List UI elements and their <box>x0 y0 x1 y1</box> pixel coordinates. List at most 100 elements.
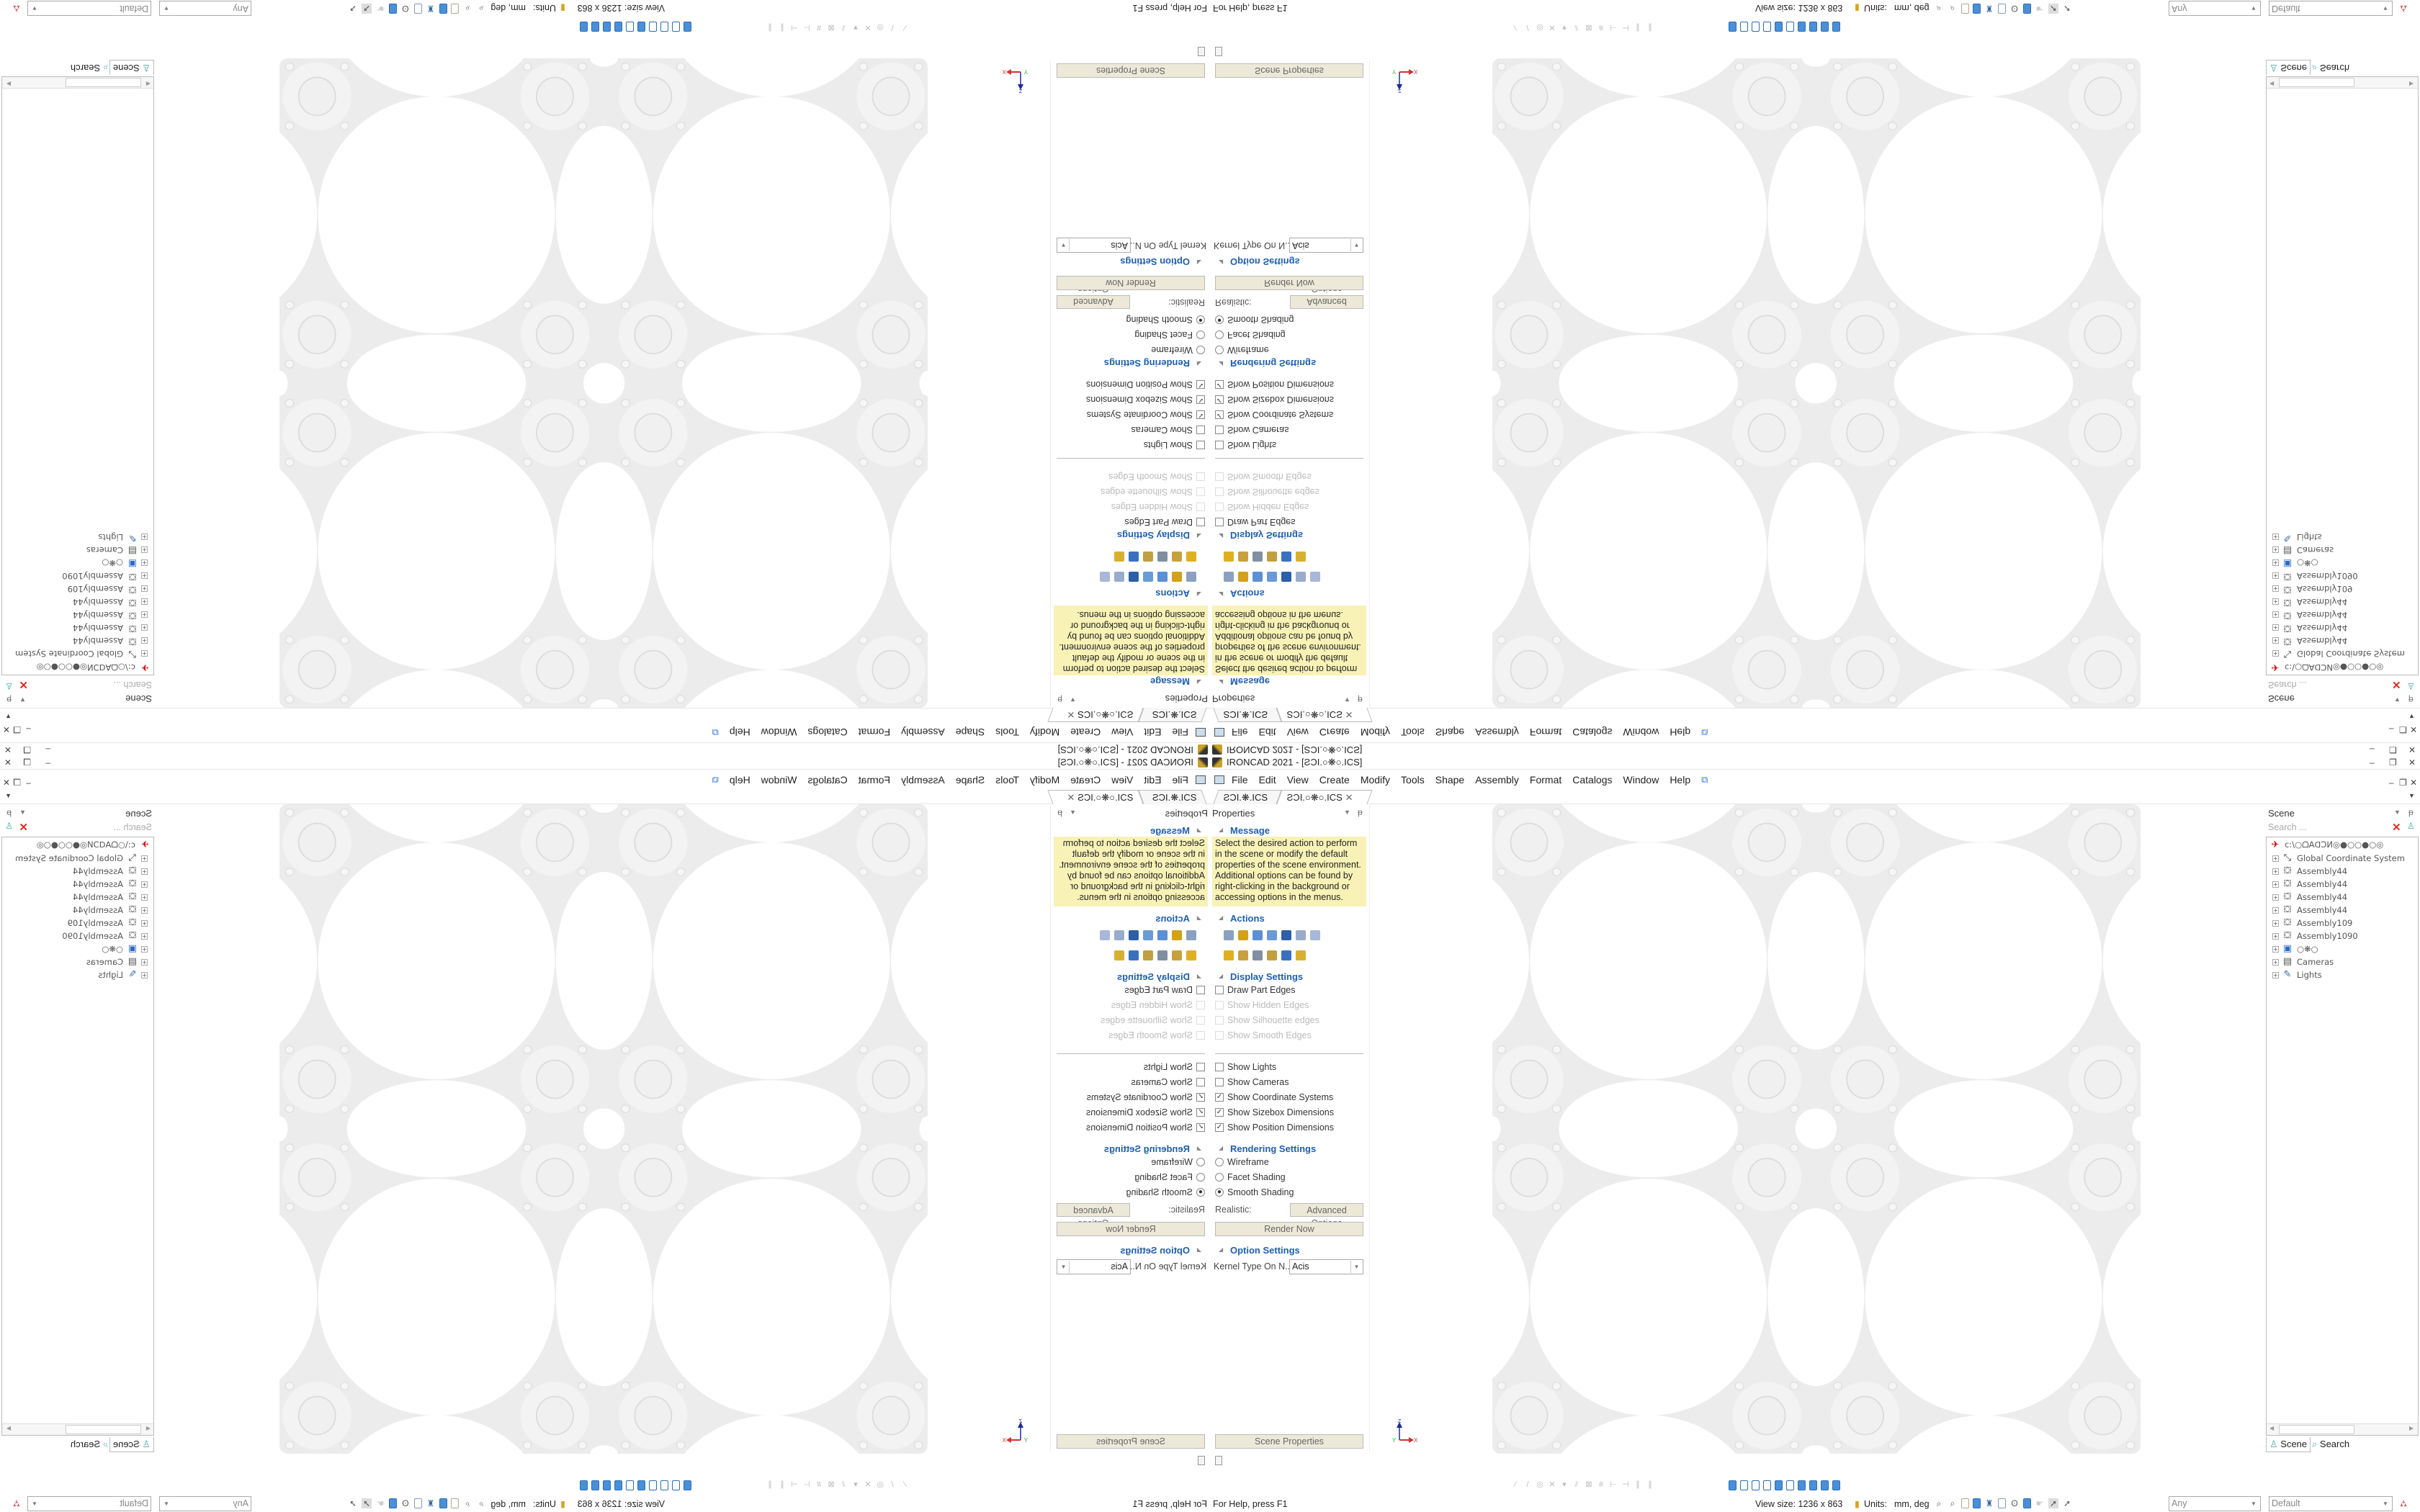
tree-root[interactable]: ✈ c:\○ᗝAᗡƆИ◎●○○●○◎ <box>2269 662 2384 673</box>
tree-item[interactable]: + ⛋ Assembly44 <box>73 597 148 608</box>
view-cube-icon-5[interactable] <box>637 1480 645 1490</box>
checkbox-icon[interactable]: ✓ <box>1215 1123 1224 1132</box>
face-icon[interactable] <box>414 1498 422 1508</box>
doc-close-button[interactable]: ✕ <box>2410 778 2418 788</box>
doc-minimize-button[interactable]: – <box>2389 778 2394 788</box>
horizontal-scrollbar[interactable]: ◀ ▶ <box>2267 77 2418 89</box>
action-icon-9[interactable] <box>1238 950 1248 960</box>
checkbox-icon[interactable]: ✓ <box>1196 1093 1205 1102</box>
select-pointer-icon[interactable]: ➚ <box>2048 1498 2058 1508</box>
option-settings-header[interactable]: Option Settings <box>1219 1245 1300 1256</box>
menu-create[interactable]: Create <box>1070 726 1101 738</box>
menu-modify[interactable]: Modify <box>1360 726 1391 738</box>
pin-icon[interactable]: ᵽ <box>2408 807 2414 817</box>
advanced-options-button[interactable]: Advanced Options <box>1290 284 1363 309</box>
select-pointer-icon[interactable]: ➚ <box>362 1498 372 1508</box>
render-now-button[interactable]: Render Now <box>1215 1222 1363 1236</box>
tree-item[interactable]: + ⛋ Assembly109 <box>68 584 148 595</box>
expand-icon[interactable]: + <box>2272 868 2279 875</box>
view-cube-icon-5[interactable] <box>1775 22 1783 32</box>
action-icon-4[interactable] <box>1267 930 1277 940</box>
view-cube-icon-5[interactable] <box>1775 1480 1783 1490</box>
action-icon-12[interactable] <box>1281 552 1291 562</box>
rendering-settings-header[interactable]: Rendering Settings <box>1104 1143 1190 1154</box>
view-cube-icon-9[interactable] <box>1821 1480 1829 1490</box>
action-icon-11[interactable] <box>1143 552 1153 562</box>
panel-menu-icon[interactable]: ▼ <box>2394 809 2401 816</box>
tree-item[interactable]: + ⛋ Assembly1090 <box>62 930 148 941</box>
shaded-cube-icon[interactable] <box>439 4 447 14</box>
zoom-window-icon[interactable]: ⌕ <box>1950 4 1955 14</box>
checkbox-icon[interactable] <box>1215 487 1224 496</box>
pin-icon[interactable]: ᵽ <box>1057 807 1062 817</box>
circle-tool-icon[interactable]: ◎ <box>877 1480 884 1489</box>
menu-catalogs[interactable]: Catalogs <box>1572 774 1613 786</box>
checkbox-icon[interactable] <box>1196 503 1205 511</box>
doc-minimize-button[interactable]: – <box>26 778 31 788</box>
action-icon-5[interactable] <box>1129 930 1139 940</box>
select-filter-icon[interactable]: ➚ <box>2063 1498 2071 1508</box>
render-cube-icon[interactable] <box>389 4 397 14</box>
radio-facet-shading[interactable]: Facet Shading <box>1215 330 1286 340</box>
tree-item[interactable]: + ▤ Cameras <box>86 545 148 556</box>
restore-button[interactable]: ❐ <box>2389 757 2397 768</box>
expand-icon[interactable]: + <box>141 932 148 940</box>
parallel2-icon[interactable]: ∥ <box>1648 23 1652 32</box>
tab-document-2[interactable]: ƧƆI.○❋○.ICS ✕ <box>1047 708 1144 722</box>
checkbox-show-position-dimensions[interactable]: ✓ Show Position Dimensions <box>1086 379 1205 390</box>
actions-header[interactable]: Actions <box>1230 588 1265 599</box>
action-icon-1[interactable] <box>1186 930 1196 940</box>
select-pointer-icon[interactable]: ➚ <box>362 4 372 14</box>
doc-restore-button[interactable]: ❐ <box>13 724 21 734</box>
units-value[interactable]: mm, deg <box>1894 3 1930 13</box>
tree-item[interactable]: + ⤡ Global Coordinate System <box>2272 649 2405 660</box>
dropdown-icon[interactable]: ▾ <box>1562 23 1567 32</box>
trim-tool-icon[interactable]: ✕ <box>864 1480 871 1489</box>
hierarchy-icon[interactable]: ⛼ <box>2400 1498 2408 1508</box>
checkbox-icon[interactable] <box>1215 518 1224 526</box>
tree-item[interactable]: + ⛋ Assembly44 <box>73 610 148 621</box>
tree-item[interactable]: + ⛋ Assembly44 <box>73 904 148 915</box>
checkbox-show-silhouette-edges[interactable]: Show Silhouette edges <box>1101 1015 1205 1025</box>
view-cube-icon-3[interactable] <box>660 22 668 32</box>
tree-root[interactable]: ✈ c:\○ᗝAᗡƆИ◎●○○●○◎ <box>2269 840 2384 850</box>
view-cube-icon-3[interactable] <box>1752 22 1760 32</box>
checkbox-show-lights[interactable]: Show Lights <box>1144 1062 1205 1072</box>
action-icon-3[interactable] <box>1157 572 1168 582</box>
menu-catalogs[interactable]: Catalogs <box>807 774 848 786</box>
help-cube-icon[interactable]: ⧉ <box>712 727 719 738</box>
constraint2-icon[interactable]: ⊠ <box>828 1480 835 1489</box>
expand-icon[interactable]: + <box>141 868 148 875</box>
radio-facet-shading[interactable]: Facet Shading <box>1215 1172 1286 1182</box>
dimension2-icon[interactable]: ⊣ <box>791 1480 798 1489</box>
dimension-icon[interactable]: ⊢ <box>803 1480 810 1489</box>
checkbox-draw-part-edges[interactable]: Draw Part Edges <box>1215 517 1295 527</box>
trim-tool-icon[interactable]: ✕ <box>1549 1480 1556 1489</box>
part-icon[interactable] <box>451 4 459 14</box>
expand-icon[interactable]: + <box>2272 971 2279 978</box>
parallel2-icon[interactable]: ∥ <box>768 23 772 32</box>
view-cube-icon-9[interactable] <box>591 1480 599 1490</box>
clear-search-icon[interactable]: ✕ <box>19 678 28 690</box>
hierarchy-icon[interactable]: ⛼ <box>12 4 20 14</box>
filter-tree-icon[interactable]: ♙ <box>5 681 13 691</box>
menu-edit[interactable]: Edit <box>1144 774 1162 786</box>
checkbox-icon[interactable] <box>1196 1078 1205 1086</box>
expand-icon[interactable]: + <box>141 881 148 888</box>
checkbox-draw-part-edges[interactable]: Draw Part Edges <box>1125 985 1205 995</box>
pin-icon[interactable]: ᵽ <box>1358 695 1363 705</box>
menu-create[interactable]: Create <box>1319 774 1350 786</box>
scene-tree[interactable]: ✈ c:\○ᗝAᗡƆИ◎●○○●○◎ + ⤡ Global Coordinate Sy… <box>2266 837 2419 1436</box>
view-cube-icon-2[interactable] <box>1740 1480 1748 1490</box>
view-cube-icon-3[interactable] <box>660 1480 668 1490</box>
units-value[interactable]: mm, deg <box>490 3 526 13</box>
parallel2-icon[interactable]: ∥ <box>1648 1480 1652 1489</box>
expand-icon[interactable]: + <box>141 971 148 978</box>
selection-filter-dropdown[interactable]: Any ▼ <box>2169 1 2261 16</box>
3d-part-viewport[interactable] <box>1492 58 2141 708</box>
line-tool-icon[interactable]: ⁄ <box>1515 23 1516 32</box>
view-cube-icon-7[interactable] <box>614 1480 622 1490</box>
dropdown-icon[interactable]: ▾ <box>853 23 858 32</box>
select-filter-icon[interactable]: ➚ <box>2063 4 2071 14</box>
part-icon[interactable] <box>451 1498 459 1508</box>
